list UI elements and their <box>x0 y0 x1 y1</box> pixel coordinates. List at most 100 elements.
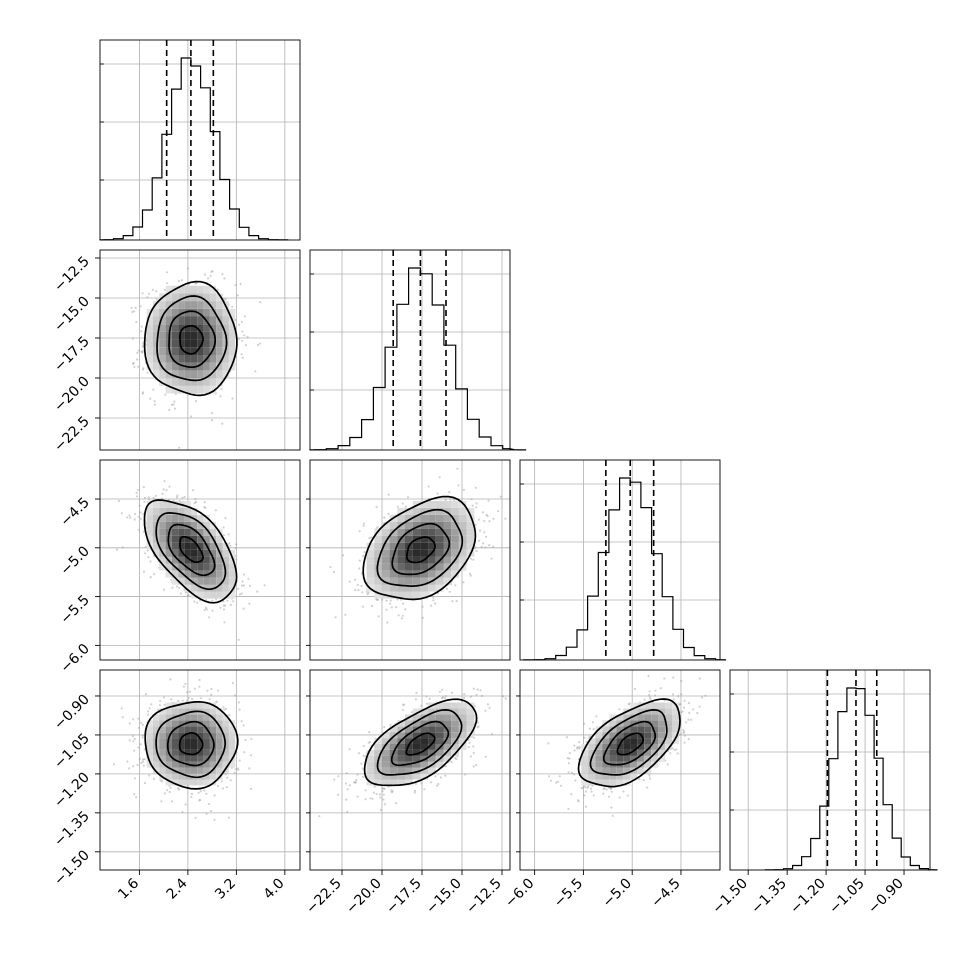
density-cell <box>184 324 191 332</box>
density-cell <box>184 549 191 557</box>
sample-point <box>444 774 447 777</box>
sample-point <box>162 488 165 491</box>
sample-point <box>148 774 151 777</box>
sample-point <box>445 587 449 590</box>
density-cell <box>197 738 204 744</box>
density-cell <box>228 331 236 340</box>
sample-point <box>170 698 173 701</box>
density-cell <box>366 767 375 774</box>
sample-point <box>144 552 147 555</box>
sample-point <box>649 777 652 780</box>
density-cell <box>184 339 191 348</box>
density-cell <box>203 738 210 744</box>
sample-point <box>186 785 189 788</box>
density-cell <box>428 744 436 750</box>
panel-frame-2-0 <box>99 459 301 661</box>
sample-point <box>499 495 502 498</box>
density-cell <box>146 514 153 522</box>
sample-point <box>404 608 407 611</box>
sample-point <box>344 613 347 616</box>
density-cell <box>389 732 398 739</box>
density-cell <box>203 761 210 768</box>
density-cell <box>665 726 673 733</box>
sample-point <box>573 749 576 752</box>
density-cell <box>178 702 185 709</box>
density-cell <box>165 521 172 529</box>
sample-point <box>356 583 359 587</box>
density-cell <box>197 301 204 309</box>
density-cell <box>209 563 217 571</box>
density-cell <box>171 355 179 363</box>
sample-point <box>648 696 651 699</box>
sample-point <box>605 788 608 791</box>
density-cell <box>184 779 191 786</box>
density-cell <box>451 549 459 557</box>
density-cell <box>623 732 631 739</box>
density-cell <box>209 308 217 317</box>
sample-point <box>176 787 180 790</box>
sample-point <box>135 796 138 799</box>
sample-point <box>677 694 680 698</box>
density-cell <box>222 563 229 571</box>
sample-point <box>573 744 576 747</box>
density-cell <box>216 750 223 756</box>
density-cell <box>171 535 179 543</box>
sample-point <box>622 790 625 793</box>
sample-point <box>626 794 629 797</box>
density-cell <box>228 750 236 756</box>
density-cell <box>178 293 185 302</box>
sample-point <box>360 584 363 588</box>
density-cell <box>397 563 405 571</box>
density-cell <box>222 308 229 317</box>
density-cell <box>420 542 429 550</box>
density-cell <box>405 750 413 756</box>
density-cell <box>412 755 421 762</box>
sample-point <box>140 330 143 333</box>
sample-point <box>671 747 674 750</box>
histogram-0 <box>99 57 289 241</box>
density-cell <box>209 316 217 325</box>
density-cell <box>588 750 596 756</box>
sample-point <box>137 349 140 352</box>
density-cell <box>152 347 160 355</box>
density-cell <box>203 301 210 309</box>
sample-point <box>356 795 359 798</box>
density-cell <box>159 750 166 756</box>
sample-point <box>237 701 240 704</box>
density-cell <box>443 528 452 536</box>
density-cell <box>190 385 198 394</box>
density-cell <box>651 720 659 727</box>
density-cell <box>374 584 382 592</box>
density-cell <box>159 744 166 750</box>
density-cell <box>381 744 390 750</box>
density-cell <box>209 339 217 348</box>
sample-point <box>421 616 424 620</box>
sample-point <box>492 545 495 548</box>
sample-point <box>197 791 200 794</box>
sample-point <box>128 767 131 770</box>
sample-point <box>240 584 244 587</box>
sample-point <box>475 549 478 553</box>
density-cell <box>159 767 166 774</box>
density-cell <box>466 507 475 515</box>
sample-point <box>366 593 369 596</box>
density-cell <box>190 744 198 750</box>
density-cell <box>458 702 467 709</box>
density-cell <box>609 744 617 750</box>
density-cell <box>381 584 390 592</box>
contour-3-2-3 <box>577 698 681 788</box>
density-cell <box>228 577 236 585</box>
sample-point <box>673 748 676 751</box>
xtick-label-3-4: −0.90 <box>865 876 907 918</box>
density-cell <box>609 714 617 721</box>
density-cell <box>412 556 421 564</box>
density-cell <box>228 726 236 733</box>
density-cell <box>374 750 382 756</box>
density-cell <box>203 385 210 394</box>
sample-point <box>137 746 140 749</box>
density-cell <box>209 761 217 768</box>
density-cell <box>665 708 673 715</box>
density-cell <box>637 714 645 721</box>
sample-point <box>117 499 120 503</box>
density-cell <box>165 726 172 733</box>
